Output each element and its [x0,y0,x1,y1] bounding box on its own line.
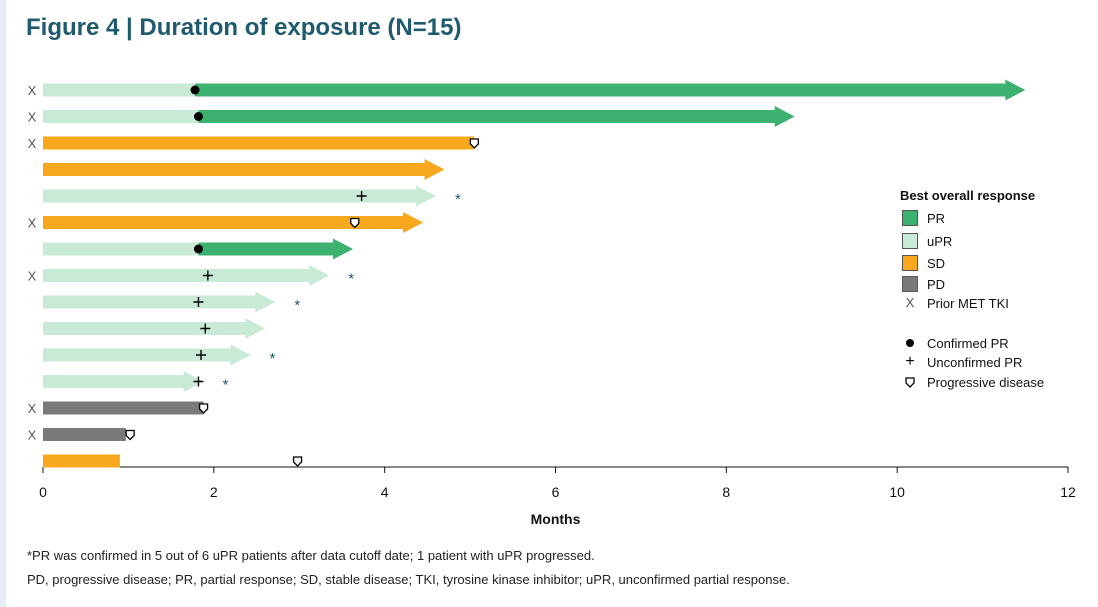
patient-row: X [28,106,795,127]
legend-label-prior-met-tki: Prior MET TKI [927,295,1009,311]
unconfirmed-pr-plus [196,350,207,360]
prior-met-tki-marker: X [28,216,37,231]
bar-arrow-sd [43,212,424,233]
asterisk-note: * [455,191,461,208]
legend-item-progressive-disease: Progressive disease [902,373,1044,391]
patient-row [43,318,266,339]
patient-row: * [43,291,300,314]
patient-row: X [28,401,209,416]
unconfirmed-pr-plus [193,376,204,387]
prior-met-tki-marker: X [28,83,37,98]
asterisk-note: * [223,377,229,394]
patient-row [43,454,303,468]
footnote-asterisk: *PR was confirmed in 5 out of 6 uPR pati… [27,548,595,563]
patient-row: * [43,371,229,394]
legend-label-pr: PR [927,210,946,226]
legend-item-sd: SD [902,254,945,272]
x-tick-label: 8 [722,484,730,500]
patient-row: X * [28,265,354,288]
x-tick-label: 10 [889,484,905,500]
legend-label-confirmed-pr: Confirmed PR [927,335,1009,351]
footnote-abbreviations: PD, progressive disease; PR, partial res… [27,572,790,587]
unconfirmed-pr-plus [202,270,213,281]
progressive-disease-shield [125,429,135,441]
bar-segment-sd [43,136,475,150]
progressive-disease-shield [292,456,303,467]
prior-met-tki-marker: X [28,269,37,284]
prior-met-tki-marker: X [28,110,37,125]
bar-segment-sd [43,454,120,468]
patient-row: X [28,428,135,443]
bar-segment-pd [43,428,126,441]
bar-segment-pd [43,401,204,415]
asterisk-note: * [348,271,354,288]
legend-item-pr: PR [902,209,945,227]
bar-arrow-upr [43,291,276,313]
x-axis-label: Months [531,511,581,527]
legend-label-upr: uPR [927,233,953,249]
legend-item-prior-met-tki: X Prior MET TKI [902,294,1009,312]
legend-item-unconfirmed-pr: + Unconfirmed PR [902,353,1022,371]
x-tick-label: 4 [381,484,389,500]
asterisk-note: * [270,350,276,367]
patient-row: X [28,136,480,151]
x-tick-label: 12 [1060,484,1076,500]
shield-icon [902,374,918,390]
progressive-disease-shield [198,403,209,414]
patient-row [43,238,354,260]
bar-arrow-upr [43,318,266,339]
legend-item-confirmed-pr: Confirmed PR [902,334,1009,352]
asterisk-note: * [294,297,300,314]
bar-arrow-pr [198,106,795,127]
bar-arrow-upr [43,371,204,392]
bar-arrow-upr [43,344,251,366]
confirmed-pr-dot [193,112,203,121]
x-tick-label: 0 [39,484,47,500]
progressive-disease-shield [469,138,480,149]
x-tick-label: 2 [210,484,218,500]
patient-row: * [43,185,461,208]
bar-arrow-pr [195,79,1026,101]
legend-item-upr: uPR [902,232,952,250]
legend-label-sd: SD [927,255,946,271]
confirmed-pr-dot [193,244,203,254]
bar-arrow-sd [43,159,445,180]
legend-item-pd: PD [902,275,945,293]
prior-met-tki-marker: X [28,401,37,416]
bar-arrow-upr [43,185,436,207]
bar-segment-upr [43,83,196,97]
x-tick-label: 6 [552,484,560,500]
dot-icon [902,335,918,351]
bar-arrow-pr [198,238,354,260]
prior-met-tki-marker: X [28,136,37,151]
patient-row: * [43,344,276,367]
x-marker-icon: X [905,295,915,310]
prior-met-tki-marker: X [28,428,37,443]
bar-segment-upr [43,242,199,256]
confirmed-pr-dot [190,85,200,95]
legend-label-progressive-disease: Progressive disease [927,374,1045,390]
upr-swatch [902,233,918,249]
pr-swatch [902,210,918,226]
progressive-disease-shield [350,217,360,229]
unconfirmed-pr-plus [356,191,367,201]
legend-label-pd: PD [927,276,946,292]
figure-title: Figure 4 | Duration of exposure (N=15) [26,14,462,41]
patient-row: X [28,212,424,233]
unconfirmed-pr-plus [200,323,211,334]
bar-arrow-upr [43,265,330,286]
pd-swatch [902,276,918,292]
unconfirmed-pr-plus [193,297,204,307]
legend-label-unconfirmed-pr: Unconfirmed PR [927,354,1023,370]
legend-title: Best overall response [900,188,1036,203]
patient-row: X [28,79,1026,101]
patient-row [43,159,445,180]
left-accent-stripe [0,0,6,607]
plus-icon: + [905,353,915,370]
sd-swatch [902,255,918,271]
bar-segment-upr [43,110,199,123]
